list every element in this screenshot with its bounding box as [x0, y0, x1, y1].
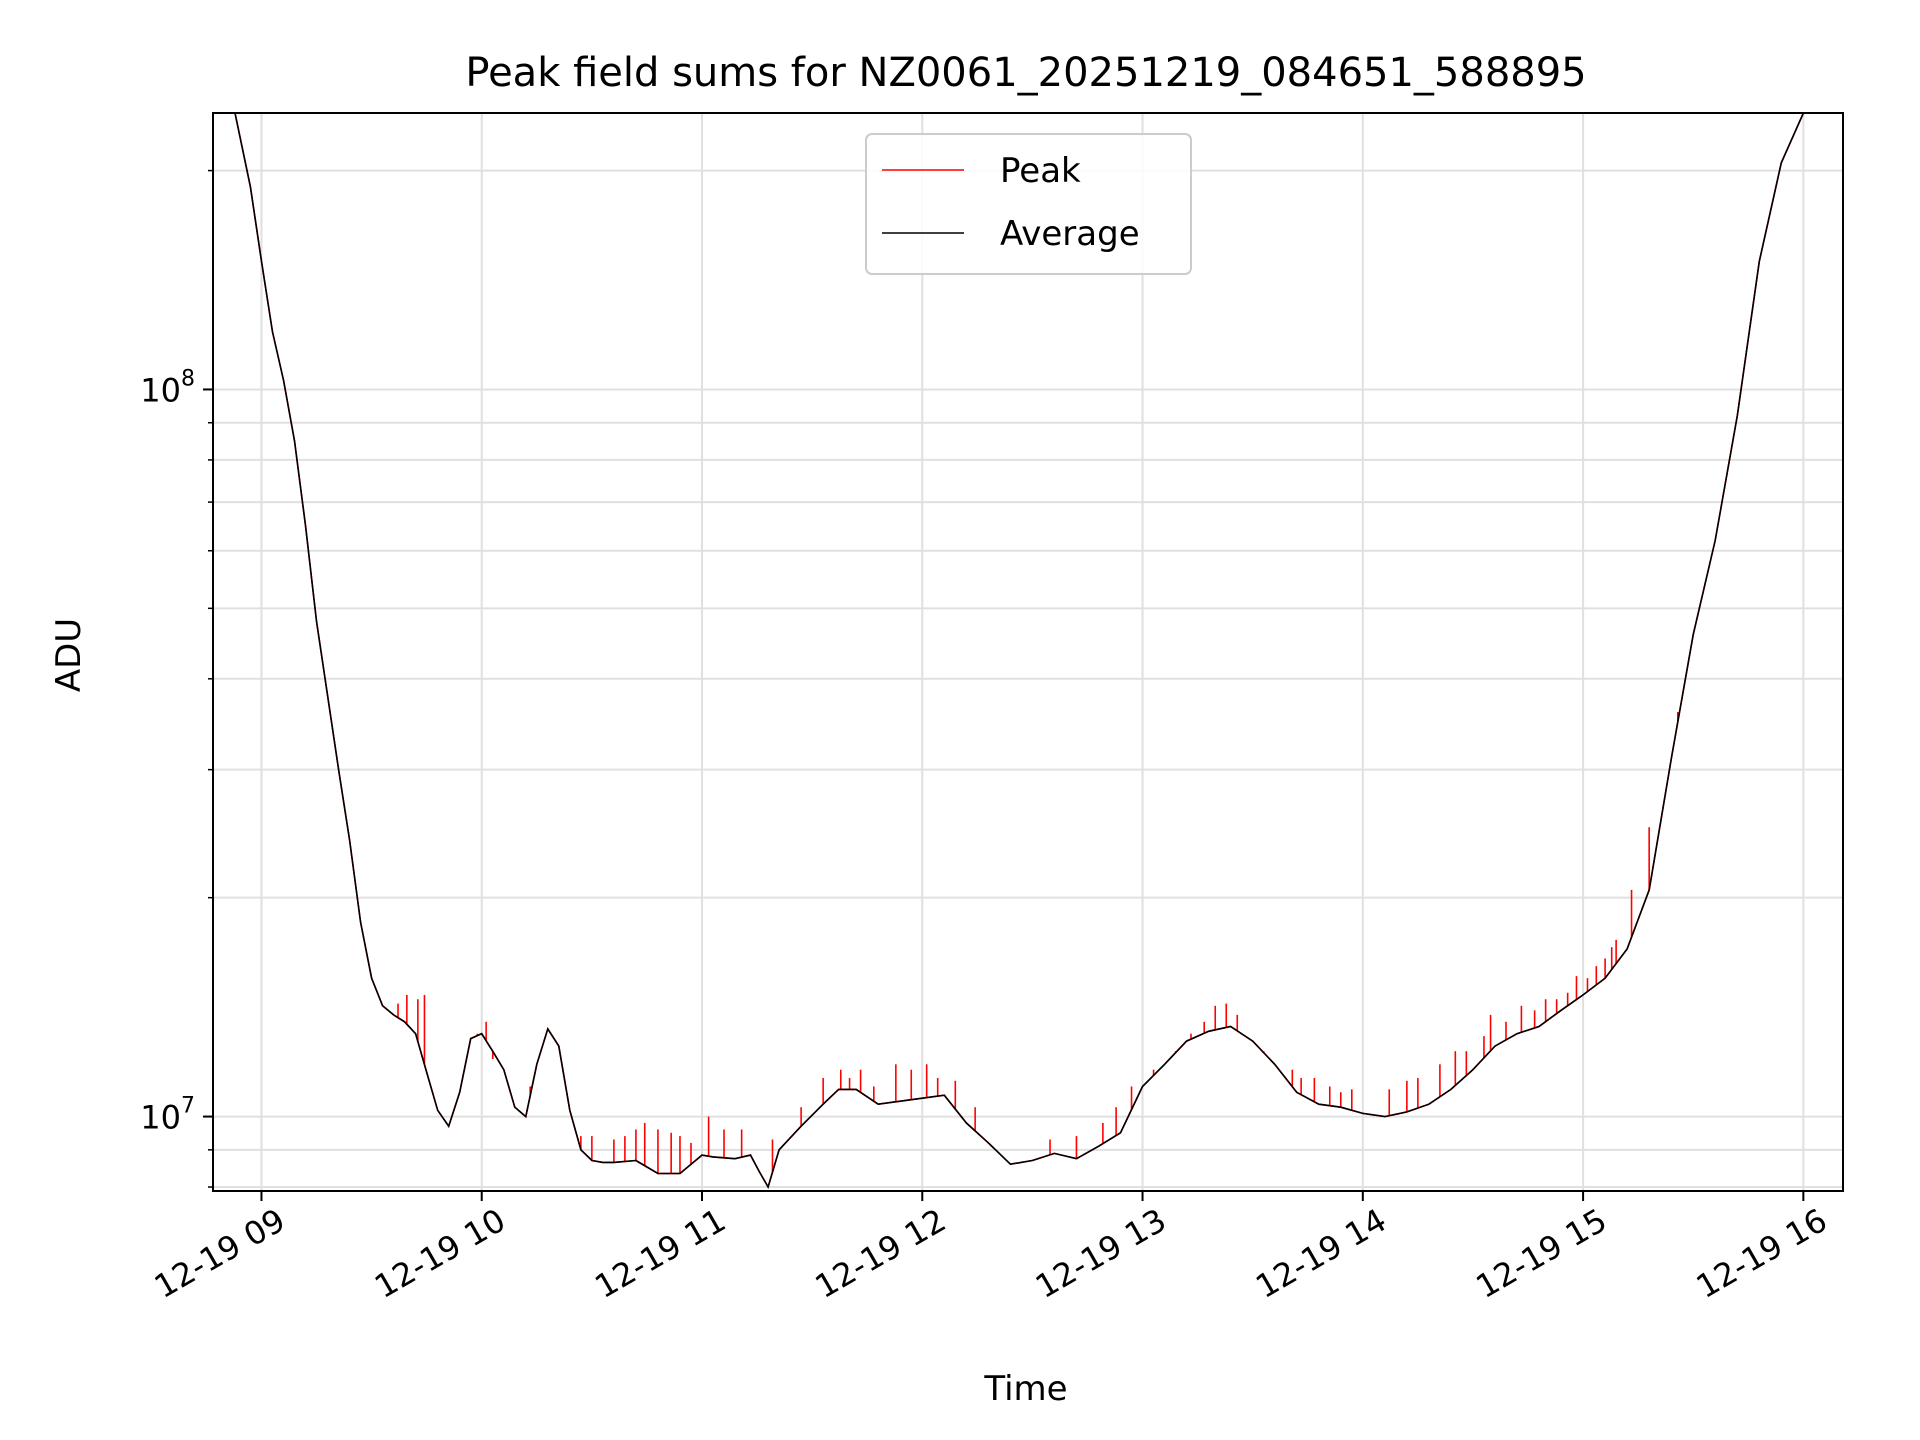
y-tick-exponent: 7 [181, 1094, 195, 1119]
y-tick-label: 107 [140, 1094, 195, 1137]
y-axis-label: ADU [49, 618, 89, 692]
y-tick-exponent: 8 [181, 366, 195, 391]
x-axis-label: Time [983, 1369, 1067, 1409]
legend-average-label: Average [1000, 214, 1140, 254]
chart-title: Peak field sums for NZ0061_20251219_0846… [465, 50, 1586, 96]
y-tick-label: 108 [140, 366, 195, 409]
average-series-line [213, 113, 1843, 1190]
plot-frame [212, 112, 1844, 1192]
y-tick-base: 10 [140, 371, 181, 409]
legend-box [865, 133, 1192, 275]
y-tick-base: 10 [140, 1099, 181, 1137]
legend: Peak Average [865, 133, 1192, 275]
legend-peak-label: Peak [1000, 151, 1081, 191]
plot-data [213, 113, 1843, 1190]
grid-lines [213, 113, 1843, 1191]
